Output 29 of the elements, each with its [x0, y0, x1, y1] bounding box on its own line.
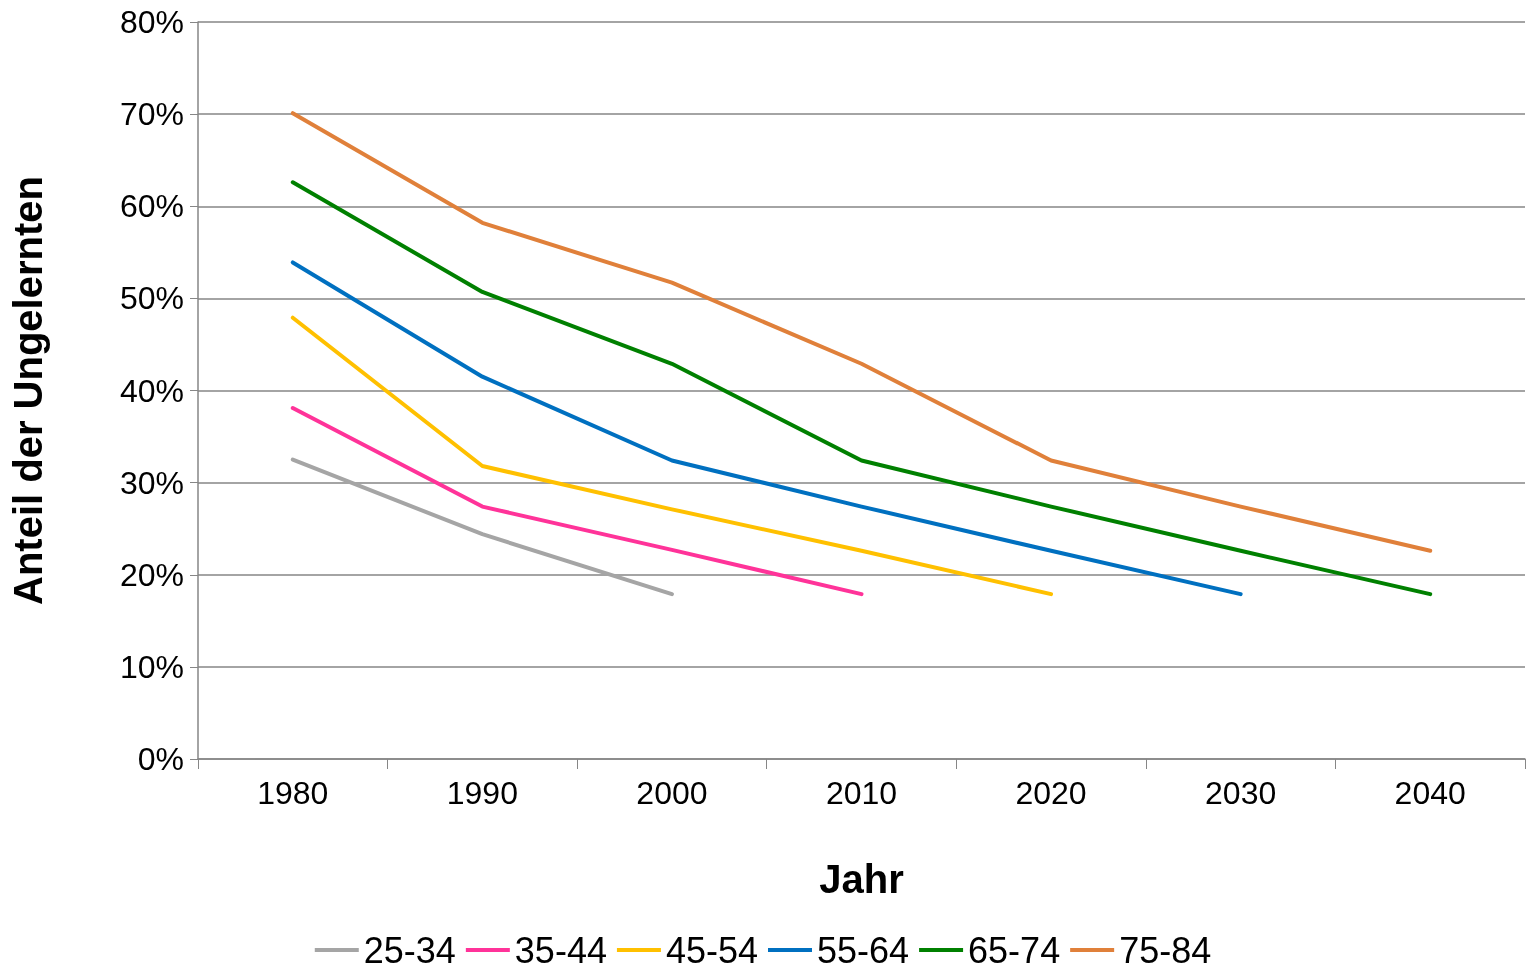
y-tick-label: 40%	[119, 372, 184, 409]
x-axis-title: Jahr	[819, 857, 904, 901]
legend-label: 35-44	[514, 929, 607, 971]
legend-label: 25-34	[363, 929, 456, 971]
y-tick-label: 80%	[119, 4, 184, 40]
y-tick-label: 30%	[119, 464, 184, 501]
legend-label: 65-74	[968, 929, 1061, 971]
x-tick-label: 2000	[636, 775, 708, 811]
line-series	[290, 406, 864, 597]
y-tick-label: 0%	[137, 741, 184, 777]
legend-label: 55-64	[817, 929, 910, 971]
legend-label: 45-54	[665, 929, 758, 971]
y-tick-label: 20%	[119, 556, 184, 593]
x-tick-label: 1990	[446, 775, 518, 811]
y-tick-label: 70%	[119, 96, 184, 133]
y-tick-label: 50%	[119, 280, 184, 317]
x-tick-label: 2040	[1394, 775, 1466, 811]
line-series	[290, 260, 1243, 597]
y-axis-title: Anteil der Ungelernten	[6, 176, 50, 605]
x-tick-label: 2010	[825, 775, 898, 811]
x-tick-label: 2020	[1015, 775, 1087, 811]
y-tick-label: 60%	[119, 188, 184, 225]
x-tick-label: 2030	[1205, 775, 1277, 811]
line-series	[290, 111, 1433, 553]
legend-label: 75-84	[1119, 929, 1212, 971]
y-tick-label: 10%	[119, 648, 184, 685]
line-series	[290, 180, 1433, 597]
x-tick-label: 1980	[257, 775, 329, 811]
line-series	[290, 315, 1054, 597]
